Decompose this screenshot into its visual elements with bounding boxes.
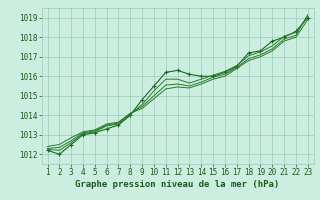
X-axis label: Graphe pression niveau de la mer (hPa): Graphe pression niveau de la mer (hPa)	[76, 180, 280, 189]
